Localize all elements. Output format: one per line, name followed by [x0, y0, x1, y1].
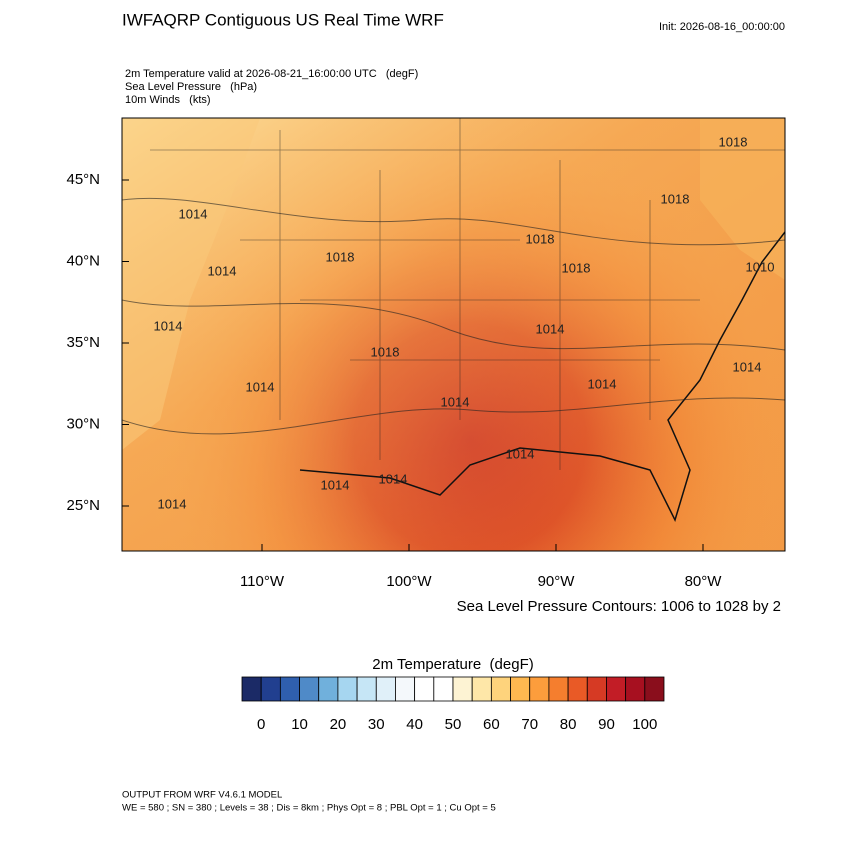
pressure-label: 1014 — [321, 477, 350, 492]
pressure-label: 1014 — [158, 496, 187, 511]
footer-line: WE = 580 ; SN = 380 ; Levels = 38 ; Dis … — [122, 803, 496, 814]
colorbar-box — [586, 676, 607, 702]
lat-tick-label: 25°N — [66, 497, 100, 514]
colorbar-box — [606, 676, 627, 702]
colorbar-box — [529, 676, 550, 702]
colorbar-box — [548, 676, 569, 702]
contour-note: Sea Level Pressure Contours: 1006 to 102… — [457, 598, 781, 615]
colorbar-box — [395, 676, 416, 702]
colorbar-box — [337, 676, 358, 702]
colorbar-box — [625, 676, 646, 702]
pressure-label: 1014 — [379, 471, 408, 486]
colorbar-label: 30 — [368, 716, 385, 733]
colorbar-box — [567, 676, 588, 702]
pressure-contour — [122, 197, 785, 435]
field-label: Sea Level Pressure (hPa) — [125, 81, 257, 93]
lon-tick-label: 110°W — [240, 573, 285, 590]
lon-tick-label: 100°W — [386, 573, 432, 590]
pressure-label: 1018 — [526, 231, 555, 246]
lat-tick-label: 45°N — [66, 171, 100, 188]
coastline — [299, 231, 785, 523]
colorbar-box — [356, 676, 377, 702]
field-label: 10m Winds (kts) — [125, 94, 211, 106]
colorbar-box — [318, 676, 339, 702]
pressure-label: 1018 — [562, 260, 591, 275]
colorbar-label: 80 — [560, 716, 577, 733]
lat-tick-label: 35°N — [66, 334, 100, 351]
colorbar-box — [241, 676, 262, 702]
colorbar-label: 20 — [330, 716, 347, 733]
colorbar-label: 50 — [445, 716, 462, 733]
colorbar-label: 100 — [632, 716, 657, 733]
colorbar-box — [471, 676, 492, 702]
pressure-label: 1014 — [506, 446, 535, 461]
pressure-label: 1014 — [441, 394, 470, 409]
colorbar-box — [279, 676, 300, 702]
lon-tick-label: 90°W — [538, 573, 576, 590]
pressure-label: 1018 — [326, 249, 355, 264]
footer-line: OUTPUT FROM WRF V4.6.1 MODEL — [122, 790, 282, 801]
pressure-label: 1018 — [371, 344, 400, 359]
title: IWFAQRP Contiguous US Real Time WRF — [122, 10, 444, 29]
west-coast-shading — [122, 118, 260, 450]
lon-tick-label: 80°W — [685, 573, 723, 590]
colorbar-box — [644, 676, 665, 702]
colorbar-title: 2m Temperature (degF) — [372, 656, 533, 673]
lat-tick-label: 40°N — [66, 252, 100, 269]
colorbar-box — [433, 676, 454, 702]
colorbar-label: 10 — [291, 716, 308, 733]
map-area: 1014 1014 1014 1014 1018 1018 1014 1014 … — [122, 118, 785, 551]
pressure-label: 1014 — [246, 379, 275, 394]
field-label: 2m Temperature valid at 2026-08-21_16:00… — [125, 68, 418, 80]
northeast-shading — [700, 118, 785, 280]
colorbar-label: 0 — [257, 716, 265, 733]
colorbar-box — [414, 676, 435, 702]
colorbar-label: 70 — [521, 716, 538, 733]
state-borders — [150, 118, 785, 470]
colorbar-label: 90 — [598, 716, 615, 733]
colorbar-box — [452, 676, 473, 702]
colorbar-box — [510, 676, 531, 702]
colorbar-box — [375, 676, 396, 702]
pressure-label: 1018 — [719, 134, 748, 149]
init-time: Init: 2026-08-16_00:00:00 — [659, 21, 785, 33]
colorbar-box — [299, 676, 320, 702]
pressure-label: 1018 — [661, 191, 690, 206]
colorbar-label: 60 — [483, 716, 500, 733]
pressure-label: 1014 — [733, 359, 762, 374]
pressure-label: 1010 — [746, 259, 775, 274]
pressure-label: 1014 — [154, 318, 183, 333]
pressure-label: 1014 — [588, 376, 617, 391]
colorbar-box — [490, 676, 511, 702]
colorbar-box — [260, 676, 281, 702]
map-frame — [121, 117, 786, 552]
pressure-label: 1014 — [179, 206, 208, 221]
pressure-label: 1014 — [208, 263, 237, 278]
lat-tick-label: 30°N — [66, 415, 100, 432]
pressure-label: 1014 — [536, 321, 565, 336]
colorbar-label: 40 — [406, 716, 423, 733]
